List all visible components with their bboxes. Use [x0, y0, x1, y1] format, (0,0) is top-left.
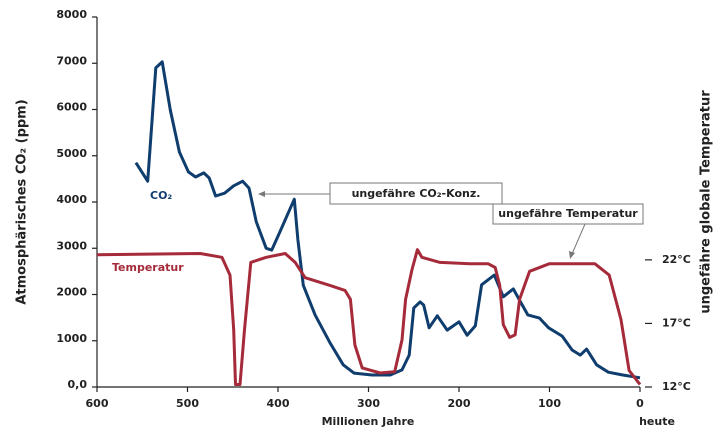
annotation: ungefähre CO₂-Konz. — [352, 187, 481, 200]
x-tick-label: 500 — [176, 397, 199, 410]
x-tick-label: 100 — [538, 397, 561, 410]
annotation-box — [492, 203, 644, 225]
y2-axis-title: ungefähre globale Temperatur — [699, 90, 714, 314]
arrow-head — [258, 191, 265, 197]
y2-tick-label: 12°C — [662, 380, 691, 393]
x-tick-label: 600 — [86, 397, 109, 410]
y-tick-label: 2000 — [56, 286, 87, 299]
arrow-head — [569, 251, 575, 259]
y-tick-label: 0,0 — [68, 378, 88, 391]
y-axis-title: Atmosphärisches CO₂ (ppm) — [15, 99, 30, 304]
x-tick-label: 0 — [636, 397, 644, 410]
y-tick-label: 3000 — [56, 239, 87, 252]
y2-tick-label: 22°C — [662, 253, 691, 266]
y-tick-label: 4000 — [56, 193, 87, 206]
annotation: ungefähre Temperatur — [498, 207, 638, 220]
line — [134, 60, 641, 380]
x-tick-label: 400 — [267, 397, 290, 410]
y-tick-label: 1000 — [56, 332, 87, 345]
series-label: Temperatur — [112, 261, 184, 274]
y-tick-label: 7000 — [56, 54, 87, 67]
series-label: CO₂ — [150, 189, 172, 202]
x-axis-title: Millionen Jahre — [322, 415, 415, 428]
x-tick-label: 300 — [357, 397, 380, 410]
x-tick-label: 200 — [448, 397, 471, 410]
y-tick-label: 8000 — [56, 8, 87, 21]
line — [96, 248, 642, 386]
annotation: heute — [639, 415, 675, 428]
y2-tick-label: 17°C — [662, 316, 691, 329]
arrow — [571, 223, 586, 255]
y-tick-label: 6000 — [56, 101, 87, 114]
y-tick-label: 5000 — [56, 147, 87, 160]
